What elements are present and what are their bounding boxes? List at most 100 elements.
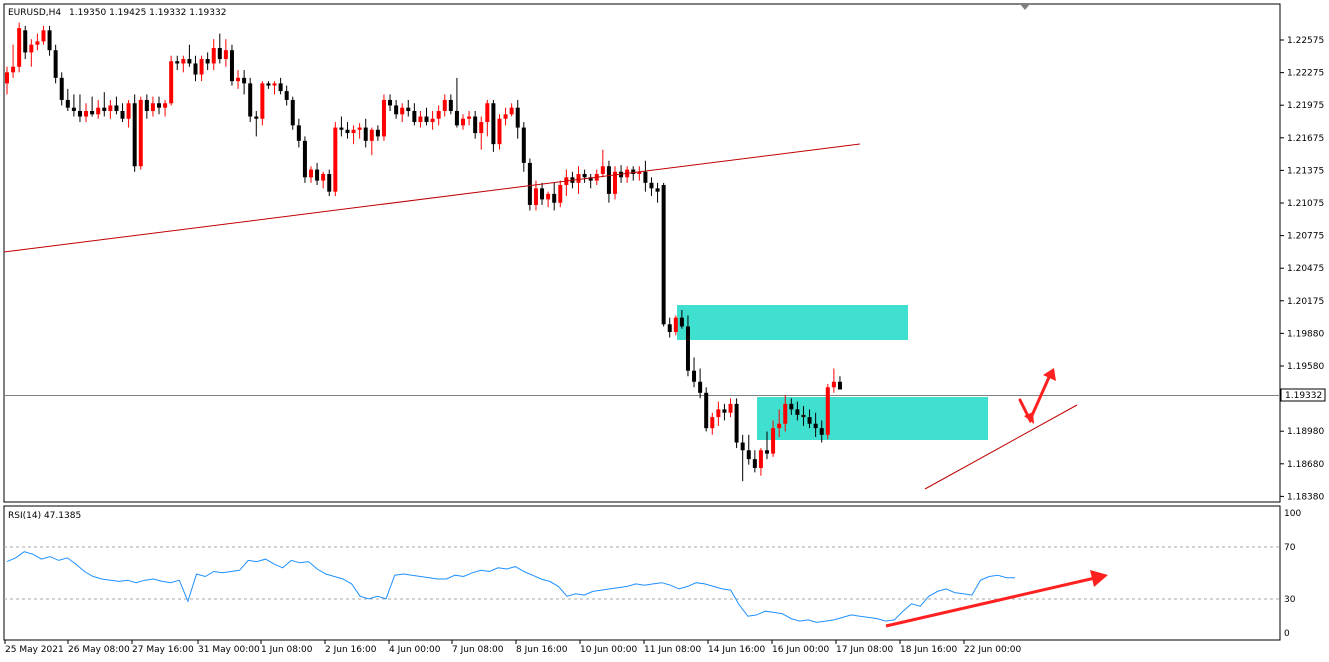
bear-candle: [120, 110, 125, 119]
bear-candle: [187, 59, 192, 64]
chart-shift-marker[interactable]: [1020, 4, 1030, 10]
bear-candle: [679, 317, 684, 327]
price-label: 1.19580: [1287, 362, 1324, 372]
bull-candle: [673, 317, 678, 333]
time-label: 7 Jun 08:00: [452, 645, 504, 655]
rsi-line: [6, 551, 1015, 623]
time-label: 27 May 16:00: [132, 645, 194, 655]
bear-candle: [290, 99, 295, 126]
bull-candle: [825, 387, 830, 435]
bear-candle: [588, 177, 593, 181]
bull-candle: [369, 129, 374, 141]
bear-candle: [388, 99, 393, 106]
bear-candle: [837, 381, 842, 390]
bull-candle: [321, 173, 326, 181]
price-label: 1.18680: [1287, 460, 1324, 470]
price-label: 1.20175: [1287, 297, 1324, 307]
bear-candle: [527, 162, 532, 205]
bull-candle: [485, 103, 490, 123]
time-label: 25 May 2021: [5, 645, 64, 655]
rising-trendline[interactable]: [3, 143, 861, 253]
bull-candle: [558, 185, 563, 203]
bull-candle: [479, 122, 484, 134]
bull-candle: [637, 171, 642, 174]
bear-candle: [65, 99, 70, 108]
rsi-arrow-head: [1090, 570, 1108, 587]
bear-candle: [685, 326, 690, 371]
bear-candle: [540, 188, 545, 200]
bear-candle: [819, 428, 824, 435]
bull-candle: [272, 83, 277, 86]
bear-candle: [740, 442, 745, 451]
main-chart-frame: [3, 3, 1281, 503]
bear-candle: [375, 129, 380, 137]
bull-candle: [169, 61, 174, 104]
rsi-panel-frame: [3, 505, 1281, 641]
bull-candle: [84, 110, 89, 117]
bear-candle: [339, 127, 344, 130]
bear-candle: [71, 107, 76, 111]
bull-candle: [430, 118, 435, 123]
bear-candle: [734, 403, 739, 443]
bull-candle: [11, 66, 16, 73]
bull-candle: [5, 72, 9, 84]
bear-candle: [667, 324, 672, 333]
time-axis: 25 May 2021 26 May 08:00 27 May 16:00 31 Ma…: [4, 640, 1021, 655]
bear-candle: [114, 105, 119, 111]
price-label: 1.20475: [1287, 264, 1324, 274]
bear-candle: [698, 381, 703, 393]
bear-candle: [813, 423, 818, 429]
bull-candle: [211, 47, 216, 64]
bull-candle: [309, 169, 313, 178]
rsi-title: RSI(14) 47.1385: [8, 511, 81, 521]
time-label: 8 Jun 16:00: [516, 645, 568, 655]
rsi-axis-0: 0: [1284, 629, 1290, 639]
time-label: 31 May 00:00: [198, 645, 260, 655]
bear-candle: [345, 129, 350, 134]
bull-candle: [163, 103, 168, 108]
time-label: 1 Jun 08:00: [261, 645, 313, 655]
price-label: 1.21675: [1287, 134, 1324, 144]
bear-candle: [90, 110, 95, 115]
time-label: 2 Jun 16:00: [325, 645, 377, 655]
bear-candle: [765, 450, 769, 454]
price-label: 1.19880: [1287, 329, 1324, 339]
price-label: 1.20775: [1287, 232, 1324, 242]
bull-candle: [546, 193, 551, 200]
bear-candle: [248, 83, 253, 117]
bear-candle: [77, 110, 82, 117]
time-label: 18 Jun 16:00: [900, 645, 957, 655]
bear-candle: [406, 107, 411, 111]
bear-candle: [47, 30, 52, 51]
bear-candle: [59, 77, 64, 100]
bear-candle: [704, 392, 709, 429]
bear-candle: [205, 59, 210, 64]
price-label: 1.22575: [1287, 36, 1324, 46]
support-trendline[interactable]: [924, 404, 1078, 490]
bear-candle: [412, 110, 417, 123]
bull-candle: [96, 107, 101, 115]
price-label: 1.21375: [1287, 166, 1324, 176]
bull-candle: [17, 28, 22, 67]
price-label: 1.18980: [1287, 427, 1324, 437]
bull-candle: [600, 166, 605, 174]
bull-candle: [497, 118, 502, 145]
bear-candle: [473, 116, 478, 134]
bull-candle: [728, 403, 733, 413]
bear-candle: [789, 403, 794, 410]
bear-candle: [23, 30, 28, 53]
bull-candle: [503, 114, 508, 119]
bull-candle: [357, 127, 362, 130]
bear-candle: [278, 83, 283, 92]
bear-candle: [631, 169, 636, 174]
bear-candle: [157, 103, 161, 108]
bear-candle: [692, 370, 697, 382]
bull-candle: [181, 59, 186, 64]
bear-candle: [229, 50, 234, 82]
price-label: 1.21075: [1287, 199, 1324, 209]
bear-candle: [722, 409, 727, 413]
bear-candle: [242, 77, 247, 84]
bull-candle: [260, 83, 265, 119]
bear-candle: [266, 83, 271, 86]
